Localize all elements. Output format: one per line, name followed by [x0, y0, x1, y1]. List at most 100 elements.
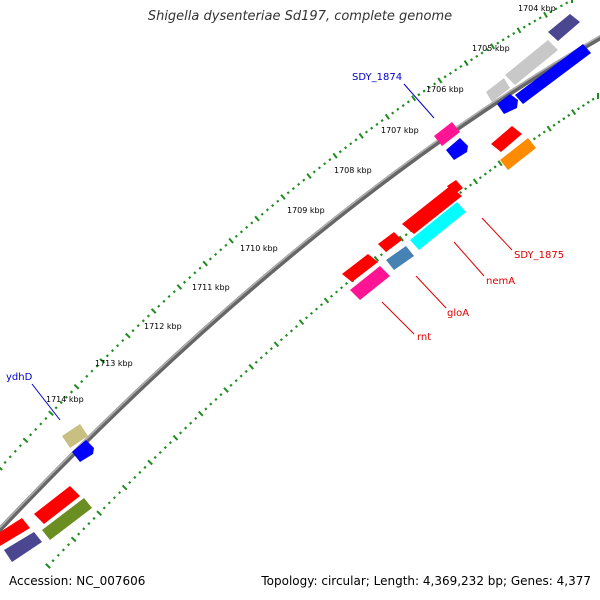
kbp-label: 1705 kbp	[472, 44, 510, 53]
minor-tick	[559, 4, 563, 8]
minor-tick	[537, 133, 541, 137]
gene-block-olive[interactable]	[42, 498, 92, 540]
gene-block-blue-arrow-small[interactable]	[446, 138, 468, 160]
minor-tick	[522, 25, 526, 29]
minor-tick	[565, 1, 569, 5]
minor-tick	[264, 351, 268, 355]
gene-features	[0, 14, 591, 562]
minor-tick	[59, 400, 63, 405]
minor-tick	[488, 168, 492, 173]
minor-tick	[294, 324, 299, 329]
gene-block-cyan-sdy1875[interactable]	[410, 202, 466, 250]
kbp-label: 1714 kbp	[46, 395, 84, 404]
callout-rnt	[381, 301, 415, 335]
minor-tick	[454, 68, 458, 72]
major-tick	[0, 466, 3, 471]
minor-tick	[239, 230, 244, 234]
gene-block-red-long[interactable]	[402, 186, 462, 234]
major-tick	[273, 341, 280, 348]
minor-tick	[586, 100, 590, 104]
major-tick	[48, 410, 54, 417]
gene-block-orange[interactable]	[500, 138, 536, 170]
major-tick	[437, 77, 443, 84]
minor-tick	[542, 130, 546, 134]
minor-tick	[3, 460, 7, 465]
minor-tick	[496, 41, 500, 45]
minor-tick	[433, 82, 437, 86]
minor-tick	[557, 120, 561, 124]
major-tick	[125, 332, 131, 339]
minor-tick	[304, 316, 309, 320]
minor-tick	[162, 299, 166, 303]
minor-tick	[328, 158, 332, 162]
minor-tick	[538, 16, 542, 20]
gene-label-ydhD[interactable]: ydhD	[6, 372, 33, 383]
major-tick	[358, 132, 364, 139]
minor-tick	[349, 142, 353, 146]
minor-tick	[567, 113, 571, 117]
minor-tick	[102, 506, 106, 510]
minor-tick	[8, 455, 12, 459]
gene-block-silver[interactable]	[505, 40, 558, 85]
minor-tick	[391, 111, 395, 115]
minor-tick	[158, 450, 162, 455]
minor-tick	[110, 349, 115, 353]
minor-tick	[289, 329, 294, 333]
minor-tick	[157, 304, 161, 308]
minor-tick	[51, 559, 55, 563]
minor-tick	[562, 117, 566, 121]
gene-label-rnt[interactable]: rnt	[417, 332, 431, 343]
minor-tick	[250, 221, 254, 225]
major-tick	[254, 215, 260, 222]
minor-tick	[396, 107, 400, 111]
gene-block-navy[interactable]	[548, 14, 580, 41]
minor-tick	[64, 395, 68, 399]
gene-label-sdy1875[interactable]: SDY_1875	[514, 250, 564, 261]
minor-tick	[338, 150, 342, 154]
minor-tick	[245, 225, 249, 229]
minor-tick	[591, 97, 595, 101]
gene-block-magenta-rnt[interactable]	[350, 266, 390, 300]
gene-block-red-arrow[interactable]	[447, 180, 463, 195]
gene-block-blue-arrow[interactable]	[497, 94, 518, 114]
gene-block-blue-arrow-ydhD[interactable]	[72, 440, 94, 462]
gene-label-nemA[interactable]: nemA	[486, 276, 515, 287]
gene-label-sdy1874[interactable]: SDY_1874	[352, 72, 402, 83]
minor-tick	[339, 286, 344, 290]
minor-tick	[107, 501, 111, 505]
map-title: Shigella dysenteriae Sd197, complete gen…	[147, 9, 453, 24]
gene-block-blue[interactable]	[515, 44, 591, 104]
gene-block-red-bl1[interactable]	[0, 518, 30, 546]
gene-block-red-rnt-top[interactable]	[342, 254, 378, 282]
minor-tick	[265, 208, 269, 212]
gene-block-navy-bl[interactable]	[4, 532, 42, 562]
gene-label-gloA[interactable]: gloA	[447, 308, 469, 319]
gene-block-magenta-sdy1874[interactable]	[434, 122, 460, 146]
minor-tick	[219, 393, 223, 397]
kbp-label: 1711 kbp	[192, 283, 230, 292]
minor-tick	[213, 252, 218, 256]
inner-tick-ring	[45, 93, 599, 569]
major-tick	[332, 152, 338, 159]
minor-tick	[133, 475, 137, 479]
minor-tick	[178, 431, 183, 435]
minor-tick	[401, 104, 405, 108]
kbp-label: 1708 kbp	[334, 166, 372, 175]
gene-block-steelblue-gloA[interactable]	[386, 246, 414, 270]
gene-block-khaki-ydhD[interactable]	[62, 424, 88, 448]
minor-tick	[279, 338, 283, 342]
minor-tick	[172, 290, 176, 294]
minor-tick	[244, 369, 248, 373]
topology-text: Topology: circular; Length: 4,369,232 bp…	[261, 574, 591, 588]
minor-tick	[427, 85, 431, 90]
gene-block-silver-small[interactable]	[486, 78, 510, 102]
minor-tick	[136, 324, 140, 328]
gene-block-red-bl2[interactable]	[34, 486, 80, 524]
gene-block-red-small[interactable]	[378, 232, 402, 252]
major-tick	[73, 383, 80, 390]
gene-block-red[interactable]	[491, 126, 522, 152]
major-tick	[411, 95, 417, 102]
minor-tick	[344, 146, 348, 150]
major-tick	[280, 194, 286, 200]
minor-tick	[364, 130, 368, 134]
